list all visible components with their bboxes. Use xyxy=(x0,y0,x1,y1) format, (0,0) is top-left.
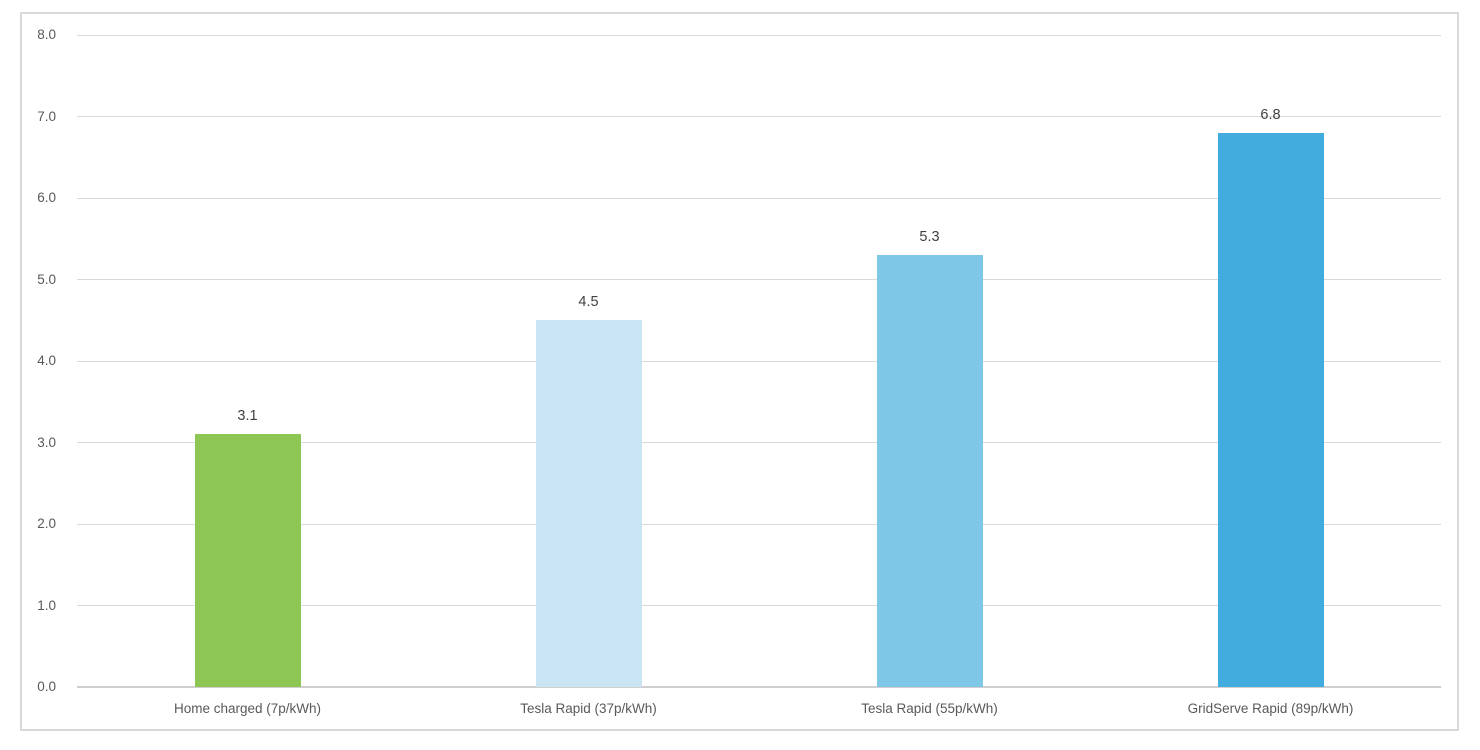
x-category-label: Tesla Rapid (37p/kWh) xyxy=(520,701,657,716)
bar-value-label: 5.3 xyxy=(919,229,940,246)
y-tick-label: 6.0 xyxy=(37,190,56,205)
gridline xyxy=(77,197,1441,199)
bar-slot: 4.5 xyxy=(418,35,759,687)
gridline xyxy=(77,279,1441,280)
bars-row: 3.1 4.5 5.3 6.8 xyxy=(77,35,1441,687)
gridline xyxy=(77,442,1441,443)
y-tick-label: 4.0 xyxy=(37,353,56,368)
y-tick-label: 0.0 xyxy=(37,679,56,694)
x-category-label: Tesla Rapid (55p/kWh) xyxy=(861,701,998,716)
gridline xyxy=(77,523,1441,525)
bar-value-label: 6.8 xyxy=(1260,106,1281,123)
bar xyxy=(876,255,983,687)
bar-slot: 5.3 xyxy=(759,35,1100,687)
y-tick-label: 3.0 xyxy=(37,434,56,450)
bar xyxy=(1217,132,1324,687)
gridline xyxy=(77,360,1441,362)
y-tick-label: 5.0 xyxy=(37,271,56,287)
bar-slot: 6.8 xyxy=(1100,35,1441,687)
x-axis-baseline xyxy=(77,686,1441,688)
y-tick-label: 7.0 xyxy=(37,108,56,124)
bar xyxy=(194,434,301,687)
gridline xyxy=(77,116,1441,117)
x-category-label: Home charged (7p/kWh) xyxy=(173,701,322,716)
y-tick-label: 2.0 xyxy=(37,516,56,531)
bar xyxy=(535,320,642,687)
x-category-label: GridServe Rapid (89p/kWh) xyxy=(1187,701,1354,716)
chart-frame: 0.0 1.0 2.0 3.0 4.0 5.0 6.0 7.0 8.0 3.1 4.5 5.3 6.8… xyxy=(20,12,1459,731)
gridline xyxy=(77,34,1441,36)
bar-slot: 3.1 xyxy=(77,35,418,687)
gridline xyxy=(77,605,1441,606)
plot-area: 3.1 4.5 5.3 6.8 xyxy=(77,34,1441,688)
y-axis-tick-labels: 0.0 1.0 2.0 3.0 4.0 5.0 6.0 7.0 8.0 xyxy=(22,27,56,694)
bar-value-label: 3.1 xyxy=(237,408,258,425)
bar-value-label: 4.5 xyxy=(578,294,599,311)
y-tick-label: 1.0 xyxy=(37,597,56,613)
x-axis-category-labels: Home charged (7p/kWh) Tesla Rapid (37p/kW… xyxy=(77,701,1441,716)
y-tick-label: 8.0 xyxy=(37,27,56,42)
